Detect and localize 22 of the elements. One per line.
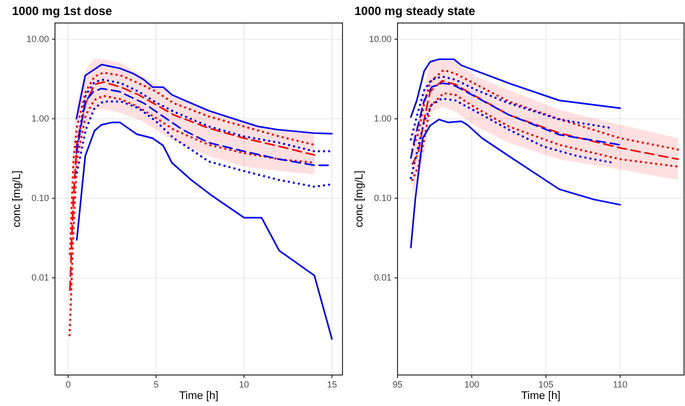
x-tick-label: 95 [392, 379, 403, 390]
y-tick-label: 10.00 [368, 34, 392, 44]
x-tick-label: 0 [66, 379, 71, 390]
y-tick-label: 0.10 [374, 193, 392, 204]
y-tick-label: 10.00 [26, 34, 49, 44]
y-axis-title: conc [mg/L] [11, 170, 23, 228]
x-tick-label: 5 [154, 379, 159, 390]
chart-title: 1000 mg 1st dose [12, 4, 112, 18]
chart-title: 1000 mg steady state [354, 4, 476, 18]
x-tick-label: 100 [464, 379, 480, 390]
y-tick-label: 0.10 [31, 193, 49, 204]
x-tick-label: 110 [612, 379, 628, 390]
x-tick-label: 15 [326, 379, 337, 390]
y-tick-label: 1.00 [31, 114, 49, 124]
x-tick-label: 105 [538, 379, 554, 390]
y-axis-title: conc [mg/L] [354, 170, 366, 228]
y-tick-label: 0.01 [374, 272, 392, 283]
x-axis-title: Time [h] [521, 390, 560, 402]
x-axis-title: Time [h] [179, 390, 218, 402]
x-tick-label: 10 [239, 379, 250, 390]
y-tick-label: 0.01 [31, 272, 49, 283]
y-tick-label: 1.00 [374, 114, 392, 124]
